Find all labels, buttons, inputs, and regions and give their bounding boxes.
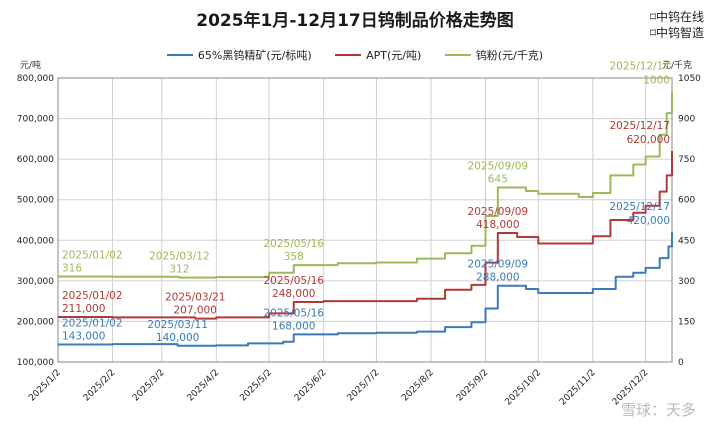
y-right-tick-label: 150 <box>678 317 695 327</box>
x-tick-label: 2025/4/2 <box>186 368 222 404</box>
left-axis-unit: 元/吨 <box>20 61 42 71</box>
y-right-tick-label: 450 <box>678 236 695 246</box>
y-left-tick-label: 400,000 <box>17 236 54 246</box>
annotation-value: 207,000 <box>174 305 217 317</box>
annotation-value: 645 <box>488 174 508 186</box>
y-right-tick-label: 0 <box>678 358 684 368</box>
annotation-date: 2025/03/21 <box>165 292 226 304</box>
x-tick-label: 2025/3/2 <box>131 368 167 404</box>
annotation-date: 2025/09/09 <box>468 161 529 173</box>
x-tick-label: 2025/11/2 <box>558 368 598 408</box>
annotation-date: 2025/09/09 <box>468 259 529 271</box>
x-tick-label: 2025/1/2 <box>27 368 63 404</box>
annotation-date: 2025/05/16 <box>263 275 324 287</box>
legend-item-wolframite: 65%黑钨精矿(元/标吨) <box>166 47 312 63</box>
brand-label: ⌑中钨智造 <box>649 26 704 40</box>
watermark: 雪球：天多 <box>620 401 696 419</box>
annotation-date: 2025/01/02 <box>62 318 123 330</box>
y-left-tick-label: 700,000 <box>17 115 54 125</box>
legend-item-powder: 钨粉(元/千克) <box>444 47 543 63</box>
annotation-date: 2025/05/16 <box>263 238 324 250</box>
annotation-value: 168,000 <box>272 320 315 332</box>
annotation-value: 143,000 <box>62 331 105 343</box>
series-line-apt <box>58 151 673 320</box>
annotation-date: 2025/01/02 <box>62 250 123 262</box>
brand-label: ⌑中钨在线 <box>649 10 704 24</box>
annotation-date: 2025/12/17 <box>609 61 670 73</box>
annotation-value: 211,000 <box>62 303 105 315</box>
y-right-tick-label: 300 <box>678 277 695 287</box>
x-tick-label: 2025/5/2 <box>238 368 274 404</box>
y-left-tick-label: 300,000 <box>17 277 54 287</box>
annotation-date: 2025/09/09 <box>468 206 529 218</box>
y-left-tick-label: 600,000 <box>17 155 54 165</box>
y-right-tick-label: 1050 <box>678 74 701 84</box>
annotation-date: 2025/12/17 <box>609 201 670 213</box>
annotation-date: 2025/03/12 <box>149 251 210 263</box>
right-axis-unit: 元/千克 <box>661 61 692 71</box>
y-right-tick-label: 900 <box>678 115 695 125</box>
annotation-value: 140,000 <box>156 332 199 344</box>
annotation-value: 358 <box>284 251 304 263</box>
x-tick-label: 2025/9/2 <box>455 368 491 404</box>
x-tick-label: 2025/6/2 <box>293 368 329 404</box>
annotation-date: 2025/05/16 <box>263 307 324 319</box>
annotation-value: 288,000 <box>476 272 519 284</box>
y-right-tick-label: 600 <box>678 196 695 206</box>
y-left-tick-label: 200,000 <box>17 317 54 327</box>
annotation-date: 2025/03/11 <box>147 319 208 331</box>
series-line-wolframite <box>58 232 673 347</box>
annotation-value: 316 <box>62 263 82 275</box>
annotation-value: 418,000 <box>476 219 519 231</box>
annotation-value: 312 <box>169 264 189 276</box>
annotation-value: 1000 <box>643 75 670 87</box>
y-left-tick-label: 800,000 <box>17 74 54 84</box>
y-left-tick-label: 100,000 <box>17 358 54 368</box>
annotation-value: 420,000 <box>627 215 670 227</box>
y-right-tick-label: 750 <box>678 155 695 165</box>
legend: 65%黑钨精矿(元/标吨) APT(元/吨) 钨粉(元/千克) <box>0 46 710 63</box>
x-tick-label: 2025/10/2 <box>504 368 544 408</box>
y-left-tick-label: 500,000 <box>17 196 54 206</box>
annotation-value: 248,000 <box>272 288 315 300</box>
annotation-value: 620,000 <box>627 134 670 146</box>
x-tick-label: 2025/8/2 <box>400 368 436 404</box>
x-tick-label: 2025/7/2 <box>346 368 382 404</box>
plot-frame <box>57 77 673 363</box>
legend-item-apt: APT(元/吨) <box>335 47 421 63</box>
annotation-date: 2025/12/17 <box>609 120 670 132</box>
chart-title: 2025年1月-12月17日钨制品价格走势图 <box>196 11 514 31</box>
x-tick-label: 2025/2/2 <box>82 368 118 404</box>
series-line-powder <box>58 91 673 279</box>
annotation-date: 2025/01/02 <box>62 290 123 302</box>
